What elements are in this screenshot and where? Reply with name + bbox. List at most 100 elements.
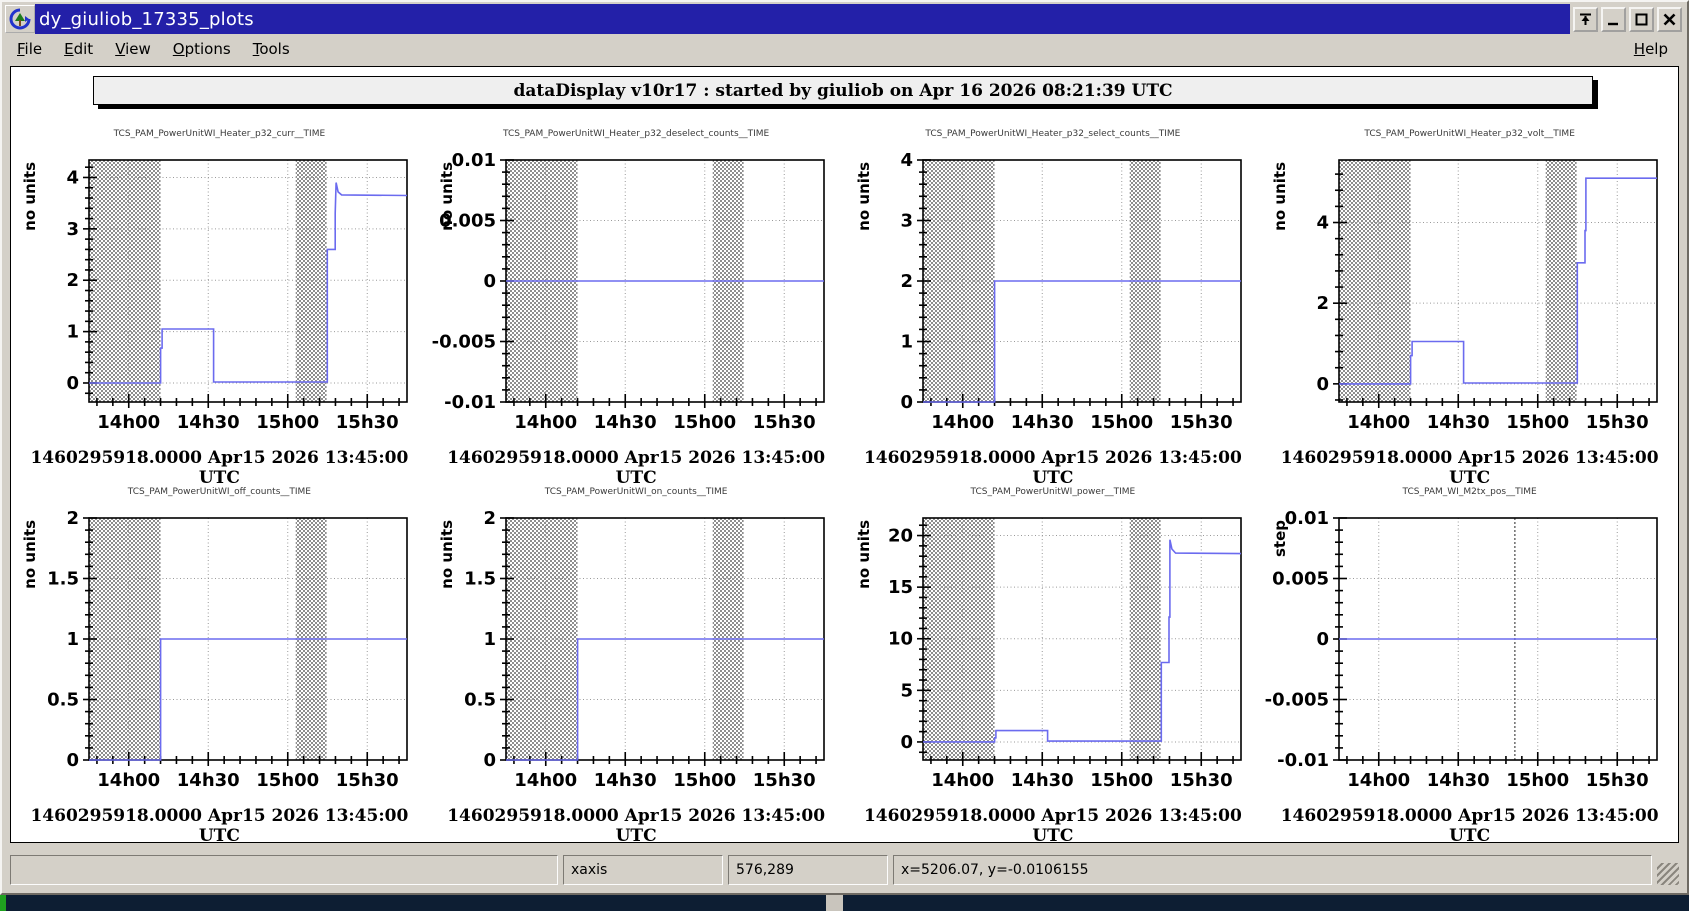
plot-title: TCS_PAM_PowerUnitWI_off_counts__TIME: [127, 487, 311, 497]
svg-text:0.005: 0.005: [1272, 569, 1329, 590]
plot-panel[interactable]: TCS_PAM_PowerUnitWI_on_counts__TIME 0 0.5…: [428, 471, 845, 846]
banner-text: dataDisplay v10r17 : started by giuliob …: [513, 80, 1173, 101]
plot-panel[interactable]: TCS_PAM_PowerUnitWI_Heater_p32_curr__TIM…: [11, 113, 428, 488]
status-field-pixel-coords: 576,289: [728, 855, 888, 885]
svg-text:15h00: 15h00: [673, 412, 736, 433]
svg-text:-0.005: -0.005: [431, 332, 495, 353]
status-field-data-coords: x=5206.07, y=-0.0106155: [893, 855, 1652, 885]
svg-text:5: 5: [900, 680, 913, 701]
plot-start-timestamp: 1460295918.0000 Apr15 2026 13:45:00 UTC: [30, 448, 409, 488]
svg-text:0.01: 0.01: [451, 150, 495, 171]
plot-frame[interactable]: 0 0.5 1 1.5 2 14h00 14h30 15h00 15h30 no units: [432, 506, 842, 808]
titlebar-blue-area[interactable]: dy_giuliob_17335_plots: [35, 4, 1570, 34]
window-title: dy_giuliob_17335_plots: [39, 8, 254, 30]
plot-title: TCS_PAM_WI_M2tx_pos__TIME: [1402, 487, 1537, 497]
frame-border: [921, 517, 1242, 761]
svg-text:15h30: 15h30: [753, 412, 816, 433]
svg-text:-0.01: -0.01: [1277, 750, 1329, 771]
close-button[interactable]: [1657, 6, 1682, 32]
plot-panel[interactable]: TCS_PAM_PowerUnitWI_power__TIME 0 5 10 15 20…: [845, 471, 1262, 846]
svg-text:-0.005: -0.005: [1265, 690, 1329, 711]
background-green-sliver: [0, 895, 6, 911]
maximize-icon: [1635, 13, 1648, 25]
minimize-icon: [1608, 22, 1618, 25]
svg-text:0: 0: [66, 750, 79, 771]
svg-text:0.5: 0.5: [47, 690, 79, 711]
svg-text:15: 15: [887, 577, 912, 598]
svg-text:4: 4: [66, 167, 79, 188]
svg-text:15h00: 15h00: [256, 412, 319, 433]
plot-panel[interactable]: TCS_PAM_PowerUnitWI_Heater_p32_volt__TIM…: [1261, 113, 1678, 488]
plot-start-timestamp: 1460295918.0000 Apr15 2026 13:45:00 UTC: [447, 448, 826, 488]
svg-text:1: 1: [66, 322, 79, 343]
menu-file[interactable]: File: [17, 39, 43, 58]
titlebar-buttons: [1570, 4, 1685, 34]
axis-ticks: [83, 166, 400, 408]
plot-panel[interactable]: TCS_PAM_PowerUnitWI_Heater_p32_deselect_…: [428, 113, 845, 488]
svg-text:1: 1: [900, 332, 913, 353]
plot-start-timestamp: 1460295918.0000 Apr15 2026 13:45:00 UTC: [447, 806, 826, 846]
background-notch: [826, 895, 843, 911]
svg-text:4: 4: [900, 150, 913, 171]
plot-frame[interactable]: 0 5 10 15 20 14h00 14h30 15h00 15h30 no units: [849, 506, 1259, 808]
plot-panel[interactable]: TCS_PAM_PowerUnitWI_Heater_p32_select_co…: [845, 113, 1262, 488]
svg-text:20: 20: [887, 526, 912, 547]
tick-labels: 0 0.5 1 1.5 2 14h00 14h30 15h00 15h30: [464, 508, 816, 791]
plot-frame[interactable]: -0.01 -0.005 0 0.005 0.01 14h00 14h30 15h00 15h3…: [1265, 506, 1675, 808]
minimize-button[interactable]: [1601, 6, 1626, 32]
plot-frame[interactable]: 0 1 2 3 4 14h00 14h30 15h00 15h30 no units: [849, 148, 1259, 450]
data-trace: [1339, 177, 1658, 385]
menu-tools[interactable]: Tools: [252, 39, 290, 58]
menu-view[interactable]: View: [115, 39, 151, 58]
svg-text:3: 3: [66, 219, 79, 240]
svg-text:2: 2: [66, 508, 79, 529]
app-icon[interactable]: [5, 5, 35, 33]
plot-title: TCS_PAM_PowerUnitWI_Heater_p32_deselect_…: [502, 129, 770, 139]
plot-frame[interactable]: 0 1 2 3 4 14h00 14h30 15h00 15h30 no units: [15, 148, 425, 450]
close-icon: [1663, 13, 1676, 25]
data-trace: [89, 638, 407, 761]
svg-text:14h30: 14h30: [1010, 412, 1073, 433]
svg-text:0: 0: [483, 271, 496, 292]
plot-frame[interactable]: -0.01 -0.005 0 0.005 0.01 14h00 14h30 15h00 15h3…: [431, 148, 842, 450]
svg-text:0: 0: [900, 732, 913, 753]
menu-edit[interactable]: Edit: [64, 39, 94, 58]
svg-text:15h00: 15h00: [1090, 770, 1153, 791]
menu-help[interactable]: Help: [1633, 39, 1668, 58]
titlebar[interactable]: dy_giuliob_17335_plots: [4, 4, 1685, 34]
data-trace: [922, 280, 1241, 403]
tick-labels: 0 2 4 14h00 14h30 15h00 15h30: [1317, 213, 1649, 433]
plot-frame[interactable]: 0 0.5 1 1.5 2 14h00 14h30 15h00 15h30 no units: [15, 506, 425, 808]
svg-text:15h30: 15h30: [1586, 412, 1649, 433]
plot-panel[interactable]: TCS_PAM_WI_M2tx_pos__TIME -0.01 -0.005 0 0.…: [1261, 471, 1678, 846]
svg-text:15h30: 15h30: [336, 412, 399, 433]
svg-text:15h30: 15h30: [753, 770, 816, 791]
svg-text:0.01: 0.01: [1285, 508, 1329, 529]
menu-options[interactable]: Options: [172, 39, 231, 58]
maximize-button[interactable]: [1629, 6, 1654, 32]
plot-start-timestamp: 1460295918.0000 Apr15 2026 13:45:00 UTC: [30, 806, 409, 846]
svg-text:15h00: 15h00: [673, 770, 736, 791]
y-axis-label: no units: [855, 162, 873, 231]
svg-text:14h00: 14h00: [931, 412, 994, 433]
tick-labels: -0.01 -0.005 0 0.005 0.01 14h00 14h30 15h00 15h3…: [1265, 508, 1649, 791]
tick-labels: 0 1 2 3 4 14h00 14h30 15h00 15h30: [900, 150, 1232, 433]
resize-grip[interactable]: [1657, 863, 1679, 885]
plot-frame[interactable]: 0 2 4 14h00 14h30 15h00 15h30 no units: [1265, 148, 1675, 450]
svg-text:14h30: 14h30: [594, 412, 657, 433]
svg-text:1: 1: [66, 629, 79, 650]
svg-text:15h00: 15h00: [1507, 412, 1570, 433]
frame-border: [1338, 159, 1659, 403]
plot-panel[interactable]: TCS_PAM_PowerUnitWI_off_counts__TIME 0 0.…: [11, 471, 428, 846]
data-trace: [89, 182, 408, 384]
y-axis-label: step: [1271, 520, 1289, 557]
tick-labels: 0 1 2 3 4 14h00 14h30 15h00 15h30: [66, 167, 398, 433]
plot-title: TCS_PAM_PowerUnitWI_Heater_p32_select_co…: [925, 129, 1181, 139]
y-axis-label: no units: [21, 162, 39, 231]
svg-text:14h00: 14h00: [514, 770, 577, 791]
frame-border: [88, 159, 408, 403]
plot-grid: TCS_PAM_PowerUnitWI_Heater_p32_curr__TIM…: [11, 113, 1678, 846]
data-trace: [505, 638, 824, 761]
shade-button[interactable]: [1573, 6, 1598, 32]
data-trace: [922, 539, 1241, 743]
